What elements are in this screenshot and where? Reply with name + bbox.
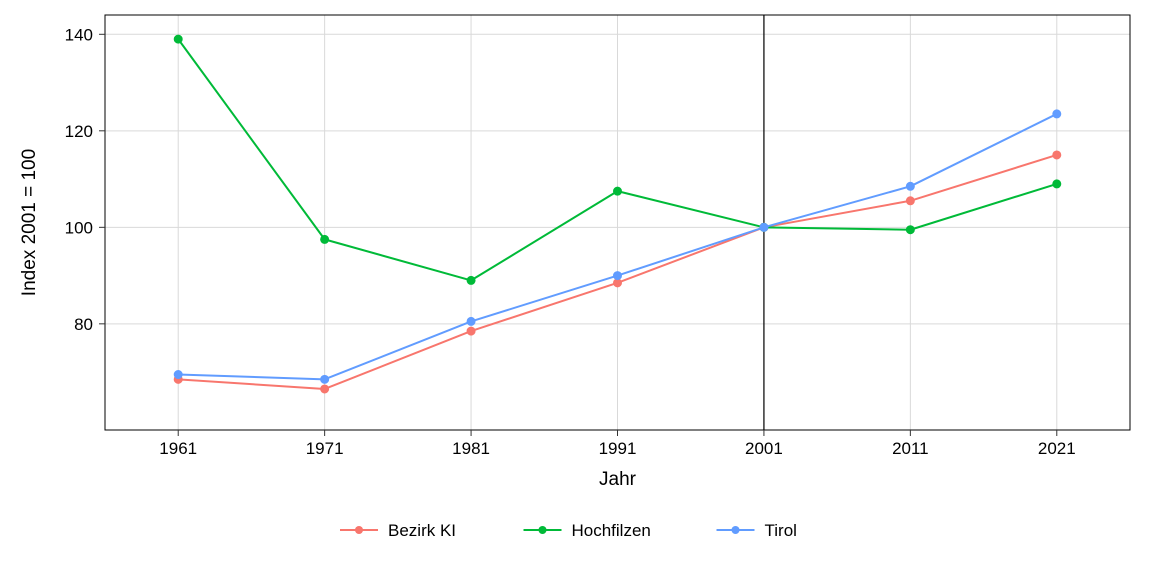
line-chart: 1961 1971 1981 1991 2001 2011 2021 80 100 120 140 J… — [0, 0, 1152, 576]
series-marker — [321, 375, 329, 383]
series-marker — [1053, 180, 1061, 188]
x-tick-label: 1991 — [599, 439, 637, 458]
series-marker — [174, 371, 182, 379]
series-marker — [467, 327, 475, 335]
legend-label: Hochfilzen — [572, 521, 651, 540]
legend-label: Bezirk KI — [388, 521, 456, 540]
legend-label: Tirol — [765, 521, 797, 540]
series-marker — [1053, 110, 1061, 118]
y-axis-title: Index 2001 = 100 — [19, 149, 40, 296]
legend-swatch-marker — [732, 526, 740, 534]
series-marker — [321, 235, 329, 243]
series-marker — [906, 182, 914, 190]
legend-swatch-marker — [539, 526, 547, 534]
x-tick-label: 1961 — [159, 439, 197, 458]
y-tick-label: 120 — [65, 122, 93, 141]
series-marker — [906, 226, 914, 234]
x-tick-label: 2011 — [892, 439, 929, 458]
series-marker — [321, 385, 329, 393]
x-axis-title: Jahr — [599, 469, 637, 490]
series-marker — [906, 197, 914, 205]
y-tick-label: 80 — [74, 315, 93, 334]
y-tick-label: 100 — [65, 218, 93, 237]
x-tick-label: 2001 — [745, 439, 783, 458]
series-marker — [614, 187, 622, 195]
series-marker — [174, 35, 182, 43]
series-marker — [1053, 151, 1061, 159]
chart-container: 1961 1971 1981 1991 2001 2011 2021 80 100 120 140 J… — [0, 0, 1152, 576]
series-marker — [467, 317, 475, 325]
series-marker — [467, 276, 475, 284]
legend-swatch-marker — [355, 526, 363, 534]
x-tick-label: 1971 — [306, 439, 344, 458]
series-marker — [614, 272, 622, 280]
series-marker — [760, 223, 768, 231]
x-tick-label: 2021 — [1038, 439, 1076, 458]
x-tick-label: 1981 — [452, 439, 490, 458]
y-tick-label: 140 — [65, 25, 93, 44]
